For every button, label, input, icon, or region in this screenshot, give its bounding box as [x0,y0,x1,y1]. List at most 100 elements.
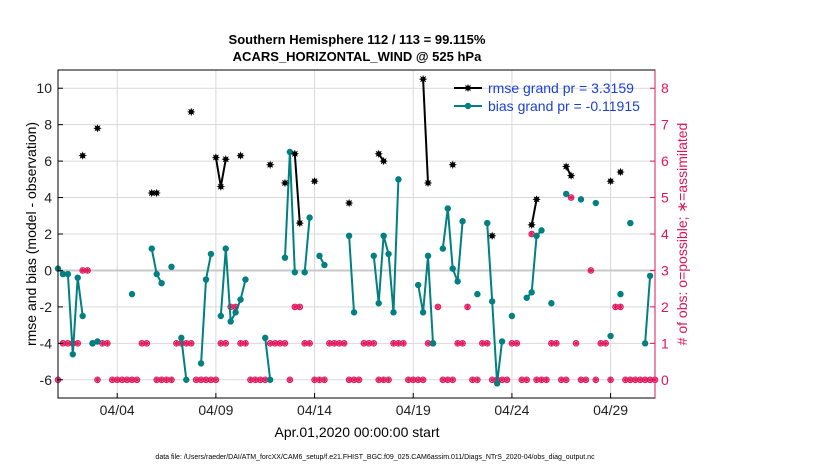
obs-assimilated-point [257,376,264,383]
obs-assimilated-point [311,376,318,383]
obs-assimilated-point [627,376,634,383]
obs-assimilated-point [573,340,579,347]
obs-assimilated-point [272,340,278,347]
y-tick-label-right: 2 [661,299,669,315]
obs-assimilated-point [306,340,313,347]
bias-point [148,245,155,252]
y-tick-label-left: 6 [44,153,52,169]
obs-assimilated-point [533,376,540,383]
obs-assimilated-point [415,376,421,383]
bias-point [79,312,86,320]
rmse-point [562,162,571,171]
y-tick-label-left: 10 [36,80,52,96]
obs-assimilated-point [578,376,584,383]
obs-assimilated-point [499,376,505,383]
bias-line-segment [417,255,434,344]
bias-point [617,290,624,298]
bias-point [128,290,136,298]
obs-assimilated-point [583,376,589,383]
bias-line-segment [264,337,272,380]
bias-point [306,214,313,221]
bias-point [577,196,585,203]
rmse-point [93,124,102,133]
y-tick-label-right: 0 [661,372,669,388]
obs-assimilated-point [538,376,545,383]
bias-point [429,340,437,347]
obs-assimilated-point [331,340,338,347]
rmse-point [418,74,428,84]
legend-bias-label: bias grand pr = -0.11915 [488,98,640,114]
x-tick-label: 04/09 [198,402,233,418]
obs-assimilated-point [464,304,471,310]
obs-assimilated-point [440,376,446,383]
bias-point [207,250,215,258]
y-tick-label-right: 8 [661,80,669,96]
obs-assimilated-point [375,376,382,383]
bias-point [607,332,614,340]
rmse-point [374,149,383,158]
x-axis-label: Apr.01,2020 00:00:00 start [274,424,439,440]
x-tick-label: 04/29 [593,402,628,418]
obs-assimilated-point [597,340,604,347]
y-tick-label-right: 7 [661,117,669,133]
obs-assimilated-point [213,376,219,383]
bias-point [291,269,299,276]
bias-point [395,176,402,183]
bias-point [178,334,185,342]
bias-point [498,338,506,345]
bias-point [548,300,555,307]
rmse-line-segment [214,157,227,187]
obs-assimilated-point [444,376,451,383]
obs-assimilated-point [588,267,594,274]
obs-assimilated-point [370,340,377,347]
bias-line-segment [303,217,311,273]
obs-assimilated-point [74,340,81,347]
bias-line-segment [644,275,652,344]
obs-assimilated-point [321,376,328,383]
obs-assimilated-point [568,194,574,201]
obs-assimilated-point [528,231,535,237]
bias-point [153,270,160,278]
obs-assimilated-point [203,376,209,383]
rmse-point [616,167,625,177]
obs-assimilated-point [188,340,195,347]
rmse-point [344,198,354,208]
rmse-line-segment [530,199,538,226]
bias-point [202,276,210,283]
obs-assimilated-point [509,340,515,347]
bias-point [484,219,491,227]
bias-point [232,309,239,316]
obs-assimilated-point [247,376,254,383]
bias-point [281,254,289,261]
obs-assimilated-point [282,340,288,347]
rmse-point [606,177,615,186]
obs-assimilated-point [301,340,308,347]
obs-assimilated-point [563,376,569,383]
bias-point [459,218,466,225]
obs-assimilated-point [474,376,481,383]
rmse-point [532,195,541,204]
rmse-point [216,182,225,191]
bias-point [59,270,67,278]
obs-assimilated-point [395,340,402,347]
obs-assimilated-point [459,340,466,347]
bias-point [217,312,225,320]
obs-assimilated-point [346,376,352,383]
rmse-point [527,220,536,230]
obs-assimilated-point [109,376,116,383]
obs-assimilated-point [435,304,441,310]
obs-assimilated-point [94,376,101,383]
obs-assimilated-point [385,376,392,383]
rmse-point [379,156,388,166]
obs-assimilated-point [153,376,160,383]
bias-point [375,300,382,307]
obs-assimilated-point [449,376,456,383]
bias-point [390,309,397,316]
y-tick-label-left: -6 [40,372,53,388]
rmse-point [211,153,221,162]
y-tick-label-right: 5 [661,190,669,206]
x-tick-label: 04/04 [100,402,135,418]
obs-assimilated-point [489,376,495,383]
bias-line-segment [486,223,503,384]
obs-assimilated-point [632,376,639,383]
